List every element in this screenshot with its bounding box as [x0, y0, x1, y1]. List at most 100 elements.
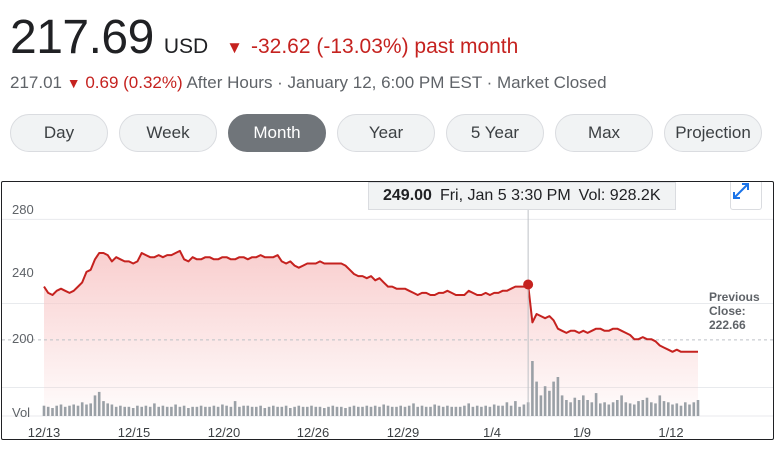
expand-chart-button[interactable]	[730, 182, 762, 210]
volume-bar	[548, 390, 551, 416]
volume-bar	[633, 404, 636, 416]
volume-bar	[488, 406, 492, 416]
volume-bar	[628, 403, 632, 416]
volume-bar	[369, 406, 373, 416]
volume-bar	[153, 403, 156, 416]
volume-bar	[314, 406, 318, 416]
volume-bar	[658, 395, 662, 416]
hover-tooltip: 249.00 Fri, Jan 5 3:30 PM Vol: 928.2K	[368, 182, 676, 210]
volume-bar	[395, 406, 398, 416]
volume-bar	[136, 405, 139, 416]
tooltip-volume: Vol: 928.2K	[578, 187, 661, 204]
volume-bar	[51, 408, 54, 416]
down-arrow-icon: ▼	[226, 38, 243, 57]
volume-bar	[97, 391, 101, 416]
volume-bar	[182, 405, 186, 416]
volume-bar	[441, 406, 445, 416]
tab-projection[interactable]: Projection	[664, 114, 762, 152]
volume-bar	[280, 406, 284, 416]
volume-bar	[484, 405, 487, 416]
after-hours-price: 217.01	[10, 73, 62, 92]
volume-bar	[106, 403, 109, 416]
volume-bar	[242, 405, 245, 416]
volume-bar	[497, 405, 500, 416]
volume-bar	[221, 404, 224, 416]
volume-bar	[577, 400, 581, 416]
volume-bar	[327, 406, 330, 416]
x-tick-label: 1/9	[572, 425, 592, 440]
x-tick-label: 1/12	[658, 425, 684, 440]
price-header: 217.69 USD ▼ -32.62 (-13.03%) past month	[10, 10, 518, 66]
volume-bar	[225, 405, 228, 416]
price-change: ▼ -32.62 (-13.03%) past month	[226, 35, 518, 59]
volume-bar	[467, 403, 470, 416]
volume-bar	[586, 400, 589, 416]
volume-bar	[229, 406, 233, 416]
volume-bar	[641, 400, 645, 416]
volume-bar	[55, 405, 58, 416]
volume-bar	[560, 395, 564, 416]
volume-bar	[556, 377, 560, 416]
volume-bar	[420, 405, 424, 416]
volume-bar	[46, 406, 50, 416]
volume-bar	[518, 406, 521, 416]
volume-bar	[42, 405, 46, 416]
volume-bar	[365, 405, 369, 416]
volume-bar	[59, 404, 63, 416]
tab-5-year[interactable]: 5 Year	[446, 114, 544, 152]
volume-bar	[131, 408, 135, 416]
volume-bar	[594, 393, 598, 416]
volume-bar	[335, 406, 339, 416]
volume-bar	[344, 408, 347, 416]
volume-bar	[191, 406, 194, 416]
volume-bar	[509, 405, 513, 416]
volume-bar	[267, 406, 271, 416]
volume-bar	[348, 406, 352, 416]
volume-bar	[616, 400, 619, 416]
volume-bar	[458, 406, 462, 416]
volume-bar	[437, 405, 441, 416]
volume-bar	[216, 406, 220, 416]
volume-bar	[454, 406, 458, 416]
volume-bar	[259, 405, 262, 416]
y-tick-label: 280	[12, 202, 34, 217]
chart-canvas[interactable]	[2, 182, 774, 440]
volume-bar	[352, 405, 356, 416]
change-value: -32.62 (-13.03%)	[250, 35, 409, 58]
after-hours-change-value: 0.69 (0.32%)	[85, 73, 183, 92]
volume-bar	[148, 406, 152, 416]
x-tick-label: 12/26	[296, 425, 330, 440]
volume-bar	[93, 395, 97, 416]
volume-bar	[301, 406, 305, 416]
price-chart[interactable]: 280 240 200 Vol 12/13 12/15 12/20 12/26 …	[1, 181, 774, 440]
volume-bar	[276, 406, 279, 416]
volume-bar	[492, 404, 496, 416]
volume-bar	[543, 386, 547, 416]
tab-day[interactable]: Day	[10, 114, 108, 152]
volume-bar	[433, 404, 436, 416]
volume-bar	[310, 405, 313, 416]
volume-bar	[378, 406, 381, 416]
tab-week[interactable]: Week	[119, 114, 217, 152]
down-arrow-icon: ▼	[66, 75, 81, 91]
change-period: past month	[414, 35, 519, 58]
volume-bar	[195, 406, 199, 416]
volume-bar	[603, 402, 606, 417]
tab-max[interactable]: Max	[555, 114, 653, 152]
volume-bar	[255, 406, 258, 416]
volume-bar	[475, 405, 479, 416]
after-hours-change: ▼ 0.69 (0.32%)	[67, 73, 183, 92]
volume-bar	[611, 402, 615, 417]
volume-bar	[645, 397, 649, 416]
volume-bar	[357, 406, 360, 416]
after-hours-status: After Hours · January 12, 6:00 PM EST · …	[186, 73, 607, 92]
volume-bar	[671, 404, 674, 416]
volume-bar	[63, 406, 67, 416]
tab-month[interactable]: Month	[228, 114, 326, 152]
volume-bar	[569, 402, 572, 417]
volume-bar	[161, 405, 165, 416]
previous-close-value: 222.66	[709, 318, 746, 332]
tooltip-price: 249.00	[383, 187, 432, 204]
volume-bar	[620, 395, 623, 416]
tab-year[interactable]: Year	[337, 114, 435, 152]
